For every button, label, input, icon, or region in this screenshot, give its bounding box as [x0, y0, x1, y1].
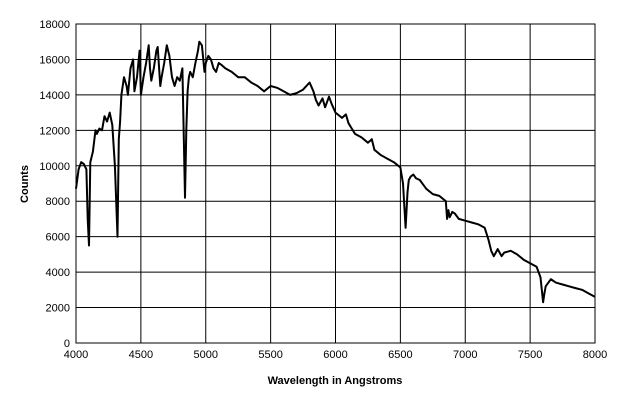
spectrum-line	[75, 40, 596, 304]
y-tick-label: 8000	[46, 196, 70, 208]
y-tick-label: 14000	[39, 90, 70, 102]
y-tick-label: 4000	[46, 267, 70, 279]
x-tick-label: 6000	[323, 349, 347, 361]
x-tick-label: 7000	[453, 349, 477, 361]
y-tick-label: 16000	[39, 54, 70, 66]
x-tick-label: 7500	[518, 349, 542, 361]
y-tick-label: 0	[64, 338, 70, 350]
x-tick-label: 6500	[388, 349, 412, 361]
y-tick-labels: 0 2000 4000 6000 8000 10000 12000 14000 16000 180…	[39, 19, 70, 350]
y-axis-title: Counts	[19, 165, 31, 203]
y-tick-label: 10000	[39, 161, 70, 173]
x-tick-label: 4500	[129, 349, 153, 361]
gridlines	[76, 24, 595, 343]
x-tick-label: 5000	[194, 349, 218, 361]
y-tick-label: 2000	[46, 303, 70, 315]
x-tick-label: 5500	[258, 349, 282, 361]
x-tick-label: 8000	[583, 349, 607, 361]
x-tick-labels: 4000 4500 5000 5500 6000 6500 7000 7500 8000	[64, 349, 607, 361]
y-tick-label: 12000	[39, 125, 70, 137]
y-tick-label: 18000	[39, 19, 70, 31]
y-tick-label: 6000	[46, 232, 70, 244]
x-tick-label: 4000	[64, 349, 88, 361]
x-axis-title: Wavelength in Angstroms	[268, 375, 403, 387]
